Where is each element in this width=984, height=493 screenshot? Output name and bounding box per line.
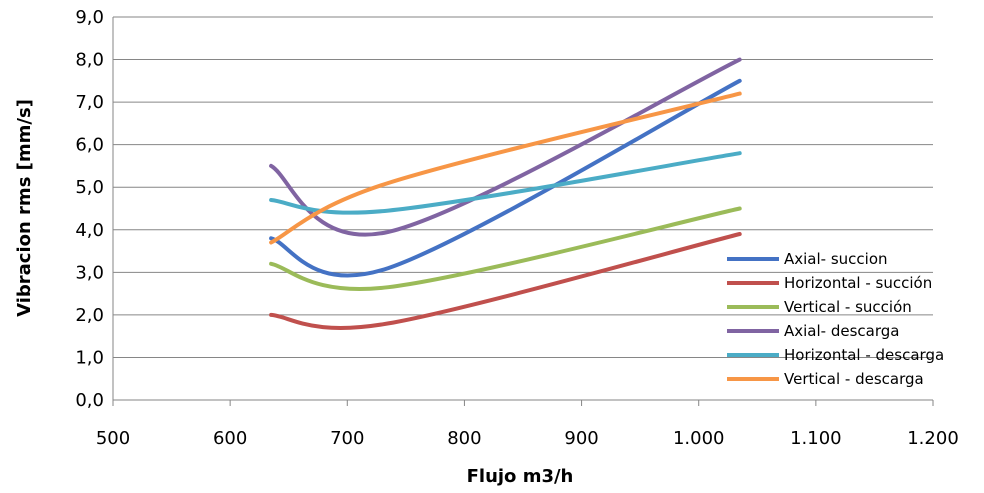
- y-tick-labels: 0,0 1,0 2,0 3,0 4,0 5,0 6,0 7,0 8,0 9,0: [75, 7, 104, 411]
- x-tick-label: 1.100: [790, 428, 842, 449]
- y-tick-label: 5,0: [75, 177, 104, 198]
- y-tick-label: 2,0: [75, 305, 104, 326]
- legend-label: Axial- descarga: [784, 322, 899, 340]
- gridlines: [113, 16, 933, 401]
- y-tick-label: 6,0: [75, 135, 104, 156]
- y-tick-label: 4,0: [75, 220, 104, 241]
- y-tick-label: 3,0: [75, 262, 104, 283]
- y-tick-label: 1,0: [75, 347, 104, 368]
- y-axis-title: Vibracion rms [mm/s]: [14, 99, 35, 317]
- y-tick-label: 8,0: [75, 50, 104, 71]
- series-line-2: [269, 232, 742, 330]
- legend-label: Vertical - descarga: [784, 370, 924, 388]
- x-tick-label: 800: [447, 428, 481, 449]
- series-line-6: [269, 91, 742, 245]
- legend-label: Horizontal - succión: [784, 274, 932, 292]
- y-tick-label: 0,0: [75, 390, 104, 411]
- x-tick-label: 900: [564, 428, 598, 449]
- x-tick-label: 700: [330, 428, 364, 449]
- legend-label: Horizontal - descarga: [784, 346, 944, 364]
- series-line-4: [269, 57, 742, 237]
- y-tick-label: 9,0: [75, 7, 104, 28]
- y-tick-label: 7,0: [75, 92, 104, 113]
- legend-label: Axial- succion: [784, 250, 888, 268]
- legend-label: Vertical - succión: [784, 298, 912, 316]
- x-tick-label: 1.200: [907, 428, 959, 449]
- series-line-1: [269, 78, 742, 278]
- x-tick-label: 1.000: [673, 428, 725, 449]
- axes: [112, 17, 934, 406]
- x-tick-label: 500: [96, 428, 130, 449]
- x-tick-label: 600: [213, 428, 247, 449]
- x-tick-labels: 500 600 700 800 900 1.000 1.100 1.200: [96, 428, 959, 449]
- x-axis-title: Flujo m3/h: [467, 466, 574, 487]
- legend: Axial- succion Horizontal - succión Vertic…: [727, 250, 944, 388]
- series-lines: [269, 57, 742, 330]
- series-line-3: [269, 206, 742, 291]
- series-line-5: [269, 151, 742, 215]
